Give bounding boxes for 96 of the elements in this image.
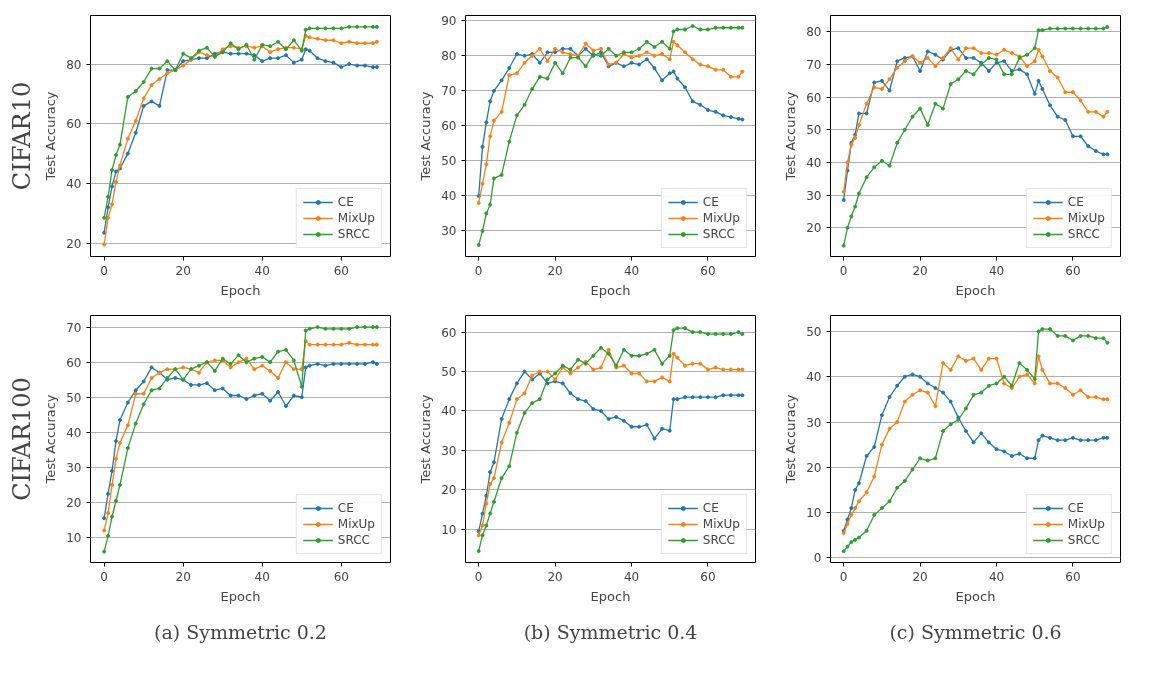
y-tick-label: 10 <box>66 531 82 546</box>
x-tick-label: 40 <box>988 263 1005 278</box>
x-tick-label: 40 <box>623 569 640 584</box>
y-tick-label: 40 <box>806 370 822 385</box>
legend-label: MixUp <box>337 211 375 225</box>
y-tick-label: 20 <box>66 496 82 510</box>
y-tick-label: 20 <box>806 460 822 475</box>
y-tick-label: 30 <box>66 460 82 475</box>
y-tick-label: 20 <box>441 483 457 498</box>
legend-label: MixUp <box>1067 517 1105 531</box>
y-tick-label: 70 <box>806 57 822 72</box>
legend-label: MixUp <box>702 211 740 225</box>
x-tick-label: 40 <box>254 263 270 278</box>
y-tick-label: 50 <box>806 324 822 339</box>
y-tick-label: 70 <box>66 320 82 335</box>
x-tick-label: 60 <box>700 263 716 278</box>
x-tick-label: 0 <box>839 263 848 278</box>
x-tick-label: 20 <box>912 263 928 278</box>
y-tick-label: 80 <box>66 57 82 72</box>
y-tick-label: 40 <box>441 404 457 419</box>
y-tick-label: 30 <box>806 188 822 203</box>
legend-label: CE <box>1067 195 1085 209</box>
legend-label: SRCC <box>702 227 735 241</box>
y-tick-label: 60 <box>66 117 82 132</box>
y-tick-label: 0 <box>813 551 822 566</box>
x-tick-label: 60 <box>700 569 716 584</box>
legend-label: MixUp <box>702 517 740 531</box>
y-axis-title: Test Accuracy <box>783 394 799 485</box>
y-axis-title: Test Accuracy <box>418 394 434 485</box>
legend-label: CE <box>1067 501 1085 515</box>
x-tick-label: 0 <box>100 263 108 278</box>
legend-label: SRCC <box>1067 227 1100 241</box>
legend-label: CE <box>702 195 720 209</box>
x-axis-title: Epoch <box>220 588 261 604</box>
x-tick-label: 60 <box>333 569 349 584</box>
y-tick-label: 50 <box>441 365 457 380</box>
y-axis-title: Test Accuracy <box>43 91 59 182</box>
y-tick-label: 50 <box>441 154 457 169</box>
x-tick-label: 0 <box>474 263 483 278</box>
y-tick-label: 40 <box>441 189 457 204</box>
x-tick-label: 20 <box>547 569 563 584</box>
y-tick-label: 20 <box>66 236 82 251</box>
y-axis-title: Test Accuracy <box>43 394 59 485</box>
x-tick-label: 0 <box>474 569 483 584</box>
y-tick-label: 90 <box>441 14 457 29</box>
x-tick-label: 40 <box>623 263 640 278</box>
text: CIFAR10 <box>7 81 36 191</box>
x-tick-label: 60 <box>333 263 349 278</box>
y-tick-label: 50 <box>66 390 82 405</box>
x-axis-title: Epoch <box>955 588 996 604</box>
y-tick-label: 30 <box>441 224 457 239</box>
y-tick-label: 40 <box>66 425 82 440</box>
text: (b) Symmetric 0.4 <box>523 621 698 643</box>
text: (c) Symmetric 0.6 <box>889 621 1062 643</box>
legend-label: MixUp <box>1067 211 1105 225</box>
legend-label: SRCC <box>702 533 735 547</box>
y-tick-label: 80 <box>441 49 457 64</box>
y-tick-label: 60 <box>66 355 82 370</box>
y-tick-label: 20 <box>806 221 822 236</box>
y-tick-label: 40 <box>66 176 82 191</box>
x-tick-label: 40 <box>988 569 1005 584</box>
x-tick-label: 40 <box>254 569 270 584</box>
y-tick-label: 30 <box>806 415 822 430</box>
legend-label: CE <box>702 501 720 515</box>
y-tick-label: 40 <box>806 155 822 170</box>
y-tick-label: 10 <box>441 522 457 537</box>
x-tick-label: 20 <box>547 263 563 278</box>
y-tick-label: 60 <box>806 90 822 105</box>
x-tick-label: 60 <box>1065 263 1081 278</box>
legend-label: CE <box>337 195 355 209</box>
y-tick-label: 60 <box>441 325 457 340</box>
x-tick-label: 60 <box>1065 569 1081 584</box>
y-tick-label: 70 <box>441 84 457 99</box>
legend-label: SRCC <box>1067 533 1100 547</box>
x-axis-title: Epoch <box>590 282 631 298</box>
y-tick-label: 10 <box>806 506 822 521</box>
y-tick-label: 80 <box>806 25 822 40</box>
text: (a) Symmetric 0.2 <box>154 621 327 643</box>
legend-label: SRCC <box>337 533 370 547</box>
y-axis-title: Test Accuracy <box>418 91 434 182</box>
legend-label: SRCC <box>337 227 370 241</box>
x-tick-label: 0 <box>839 569 848 584</box>
text: CIFAR100 <box>7 377 36 501</box>
x-tick-label: 20 <box>912 569 928 584</box>
y-axis-title: Test Accuracy <box>783 91 799 182</box>
y-tick-label: 50 <box>806 123 822 138</box>
x-tick-label: 0 <box>100 569 108 584</box>
x-axis-title: Epoch <box>590 588 631 604</box>
legend-label: MixUp <box>337 517 375 531</box>
x-axis-title: Epoch <box>220 282 261 298</box>
x-axis-title: Epoch <box>955 282 996 298</box>
y-tick-label: 30 <box>441 443 457 458</box>
x-tick-label: 20 <box>175 263 191 278</box>
x-tick-label: 20 <box>175 569 191 584</box>
y-tick-label: 60 <box>441 119 457 134</box>
legend-label: CE <box>337 501 355 515</box>
